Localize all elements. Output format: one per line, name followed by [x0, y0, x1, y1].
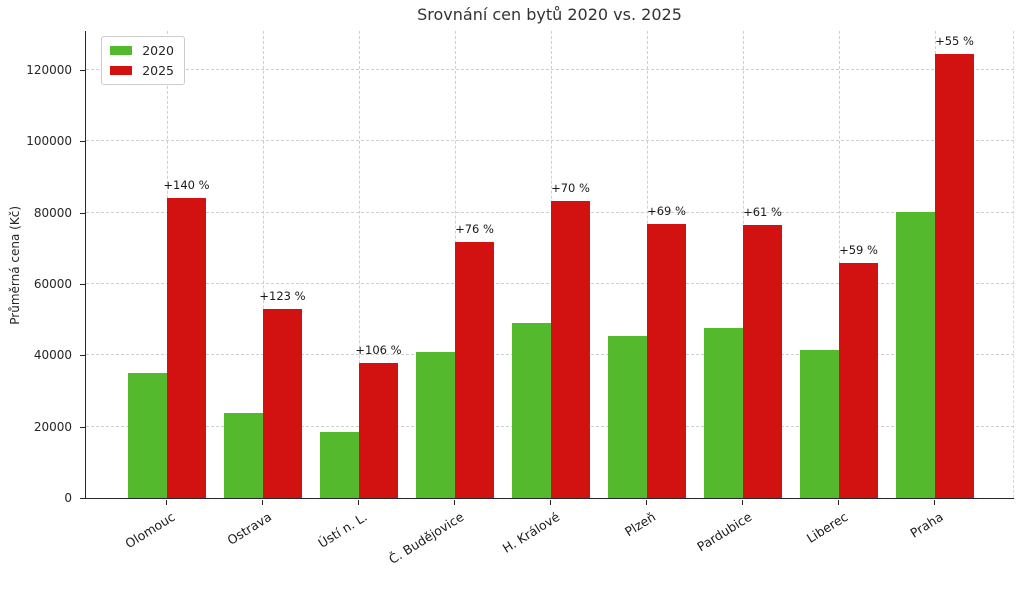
legend: 2020 2025: [101, 36, 185, 85]
x-tick-label: Pardubice: [693, 509, 754, 555]
y-tick-label: 20000: [33, 419, 72, 434]
percent-annotation: +76 %: [455, 221, 494, 236]
percent-annotation: +70 %: [551, 180, 590, 195]
bar-2025-7: [839, 263, 878, 498]
legend-label-2020: 2020: [142, 43, 174, 58]
bar-2020-1: [224, 413, 263, 498]
plot-right-edge: [1013, 31, 1014, 498]
bar-2025-0: [167, 198, 206, 498]
percent-annotation: +69 %: [647, 203, 686, 218]
percent-annotation: +123 %: [259, 288, 306, 303]
y-tick-mark: [80, 212, 85, 214]
bar-2020-8: [896, 211, 935, 498]
x-gridline: [359, 31, 360, 498]
bar-2020-2: [320, 432, 359, 498]
percent-annotation: +59 %: [839, 243, 878, 258]
x-tick-label: Praha: [907, 509, 946, 541]
percent-annotation: +140 %: [163, 178, 210, 193]
percent-annotation: +55 %: [935, 33, 974, 48]
y-tick-label: 60000: [33, 276, 72, 291]
bar-2025-8: [935, 53, 974, 498]
y-tick-mark: [80, 283, 85, 285]
x-tick-mark: [550, 500, 551, 505]
x-tick-label: Ostrava: [224, 509, 274, 548]
y-gridline: [86, 282, 1014, 284]
legend-swatch-2025: [110, 66, 132, 75]
bar-2025-6: [743, 224, 782, 498]
x-tick-mark: [838, 500, 839, 505]
bar-2025-4: [551, 200, 590, 498]
x-tick-label: Plzeň: [621, 509, 658, 540]
bar-2025-2: [359, 362, 398, 498]
legend-label-2025: 2025: [142, 63, 174, 78]
percent-annotation: +61 %: [743, 204, 782, 219]
bar-2020-0: [128, 373, 167, 498]
x-tick-label: H. Králové: [499, 509, 562, 556]
y-gridline: [86, 211, 1014, 213]
legend-item-2025: 2025: [110, 63, 174, 78]
x-gridline: [263, 31, 264, 498]
y-tick-mark: [80, 355, 85, 357]
y-tick-mark: [80, 141, 85, 143]
chart-title: Srovnání cen bytů 2020 vs. 2025: [417, 5, 682, 24]
x-tick-mark: [934, 500, 935, 505]
x-tick-mark: [358, 500, 359, 505]
y-tick-mark: [80, 498, 85, 499]
x-tick-mark: [742, 500, 743, 505]
x-tick-mark: [454, 500, 455, 505]
x-tick-mark: [262, 500, 263, 505]
bar-2020-4: [512, 323, 551, 498]
percent-annotation: +106 %: [355, 342, 402, 357]
x-tick-label: Liberec: [803, 509, 850, 546]
plot-area: 2020 2025 +140 % +123 % +106 % +76 % +70 % +6…: [85, 31, 1014, 499]
x-tick-label: Č. Budějovice: [385, 509, 466, 567]
y-tick-label: 0: [64, 491, 72, 505]
bar-2025-1: [263, 308, 302, 498]
x-tick-mark: [646, 500, 647, 505]
y-tick-mark: [80, 426, 85, 428]
bar-2025-3: [455, 241, 494, 498]
bar-2020-7: [800, 350, 839, 498]
x-tick-label: Ústí n. L.: [315, 509, 370, 551]
bar-2020-3: [416, 352, 455, 498]
legend-item-2020: 2020: [110, 43, 174, 58]
x-tick-label: Olomouc: [122, 509, 178, 552]
y-tick-label: 100000: [26, 134, 72, 149]
y-tick-label: 40000: [33, 348, 72, 363]
x-tick-mark: [166, 500, 167, 505]
y-gridline: [86, 140, 1014, 142]
bar-2020-5: [608, 335, 647, 498]
bar-2025-5: [647, 223, 686, 498]
y-tick-label: 80000: [33, 205, 72, 220]
y-axis-title: Průměrná cena (Kč): [8, 205, 22, 325]
bar-2020-6: [704, 328, 743, 498]
y-tick-mark: [80, 69, 85, 71]
y-gridline: [86, 68, 1014, 70]
y-tick-label: 120000: [26, 62, 72, 77]
legend-swatch-2020: [110, 46, 132, 55]
